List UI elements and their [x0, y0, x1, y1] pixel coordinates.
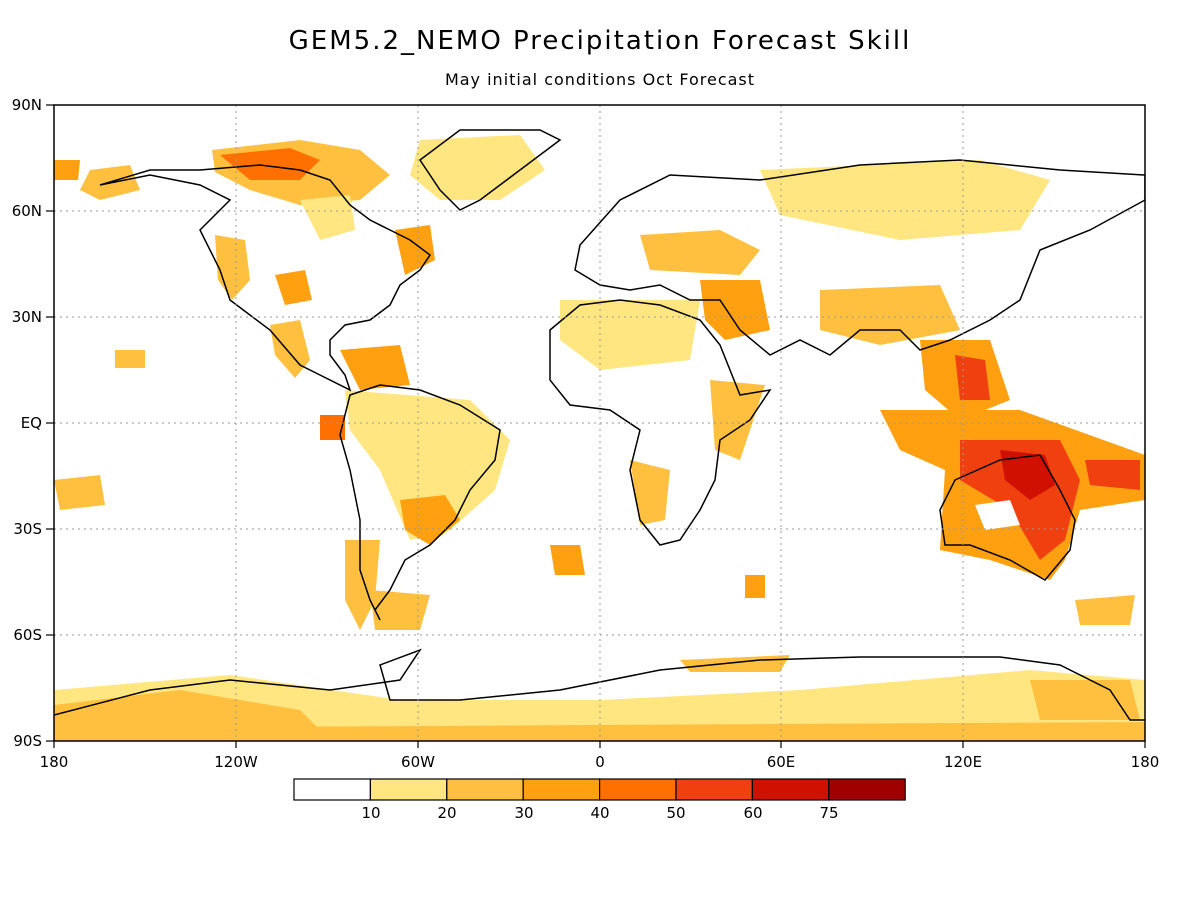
- lat-label: 90N: [12, 96, 42, 114]
- coastlines: [54, 129, 1145, 721]
- skill-region: [345, 390, 510, 540]
- colorbar: 10 20 30 40 50 60 75: [293, 778, 906, 822]
- skill-region: [115, 350, 145, 368]
- colorbar-label: 10: [361, 804, 380, 822]
- skill-shading: [54, 135, 1145, 741]
- axis-ticks: [46, 104, 1146, 748]
- lon-label: 60E: [767, 753, 796, 771]
- colorbar-swatch: [522, 778, 601, 801]
- coastline-antarctica: [54, 648, 1145, 721]
- skill-region: [680, 655, 790, 672]
- skill-region: [300, 195, 355, 240]
- gridlines: [54, 105, 1145, 741]
- lat-label: EQ: [21, 414, 42, 432]
- skill-region: [1030, 680, 1140, 720]
- colorbar-label: 75: [819, 804, 838, 822]
- chart-subtitle: May initial conditions Oct Forecast: [444, 70, 756, 89]
- skill-region: [700, 280, 770, 340]
- chart-title: GEM5.2_NEMO Precipitation Forecast Skill: [288, 26, 912, 56]
- lon-label: 120E: [944, 753, 982, 771]
- skill-region: [560, 300, 700, 370]
- colorbar-swatch: [675, 778, 754, 801]
- skill-region: [54, 475, 105, 510]
- coastline-eurasia: [574, 159, 1145, 356]
- lon-label: 60W: [401, 753, 435, 771]
- colorbar-label: 60: [743, 804, 762, 822]
- skill-region: [710, 380, 765, 460]
- coastline-greenland: [418, 129, 562, 211]
- skill-region: [410, 135, 545, 200]
- skill-region: [270, 320, 310, 378]
- coastline-australia: [939, 454, 1076, 581]
- colorbar-label: 50: [666, 804, 685, 822]
- lat-label: 60N: [12, 202, 42, 220]
- skill-region: [370, 590, 430, 630]
- skill-region: [1085, 460, 1140, 490]
- coastline-north-america: [99, 164, 432, 392]
- skill-region: [54, 160, 80, 180]
- lat-label: 90S: [13, 732, 42, 750]
- skill-region: [345, 540, 380, 630]
- lon-label: 120W: [214, 753, 258, 771]
- colorbar-label: 20: [437, 804, 456, 822]
- colorbar-swatch: [369, 778, 448, 801]
- skill-region: [550, 545, 585, 575]
- lon-label: 180: [1131, 753, 1160, 771]
- skill-region: [820, 285, 960, 345]
- colorbar-label: 30: [514, 804, 533, 822]
- skill-region: [640, 230, 760, 275]
- lat-label: 30N: [12, 308, 42, 326]
- colorbar-swatch: [751, 778, 830, 801]
- skill-region: [215, 235, 250, 300]
- colorbar-swatch: [293, 778, 372, 801]
- skill-region: [1000, 450, 1055, 500]
- skill-region: [630, 460, 670, 525]
- skill-region: [745, 575, 765, 598]
- skill-region: [275, 270, 312, 305]
- skill-region: [975, 500, 1020, 530]
- skill-region: [395, 225, 435, 275]
- colorbar-label: 40: [590, 804, 609, 822]
- coastline-africa: [549, 299, 772, 546]
- skill-region: [220, 148, 320, 180]
- skill-region: [400, 495, 460, 545]
- lat-label: 60S: [13, 626, 42, 644]
- skill-region: [1075, 595, 1135, 625]
- skill-region: [54, 690, 320, 730]
- lon-label: 0: [595, 753, 605, 771]
- skill-region: [955, 355, 990, 400]
- coastline-south-america: [339, 384, 501, 621]
- lon-label: 180: [40, 753, 69, 771]
- colorbar-swatch: [598, 778, 677, 801]
- skill-region: [760, 160, 1050, 240]
- skill-region: [340, 345, 410, 390]
- lat-label: 30S: [13, 520, 42, 538]
- skill-region: [54, 722, 1145, 741]
- colorbar-swatch: [828, 778, 906, 801]
- colorbar-swatch: [446, 778, 524, 801]
- skill-region: [320, 415, 345, 440]
